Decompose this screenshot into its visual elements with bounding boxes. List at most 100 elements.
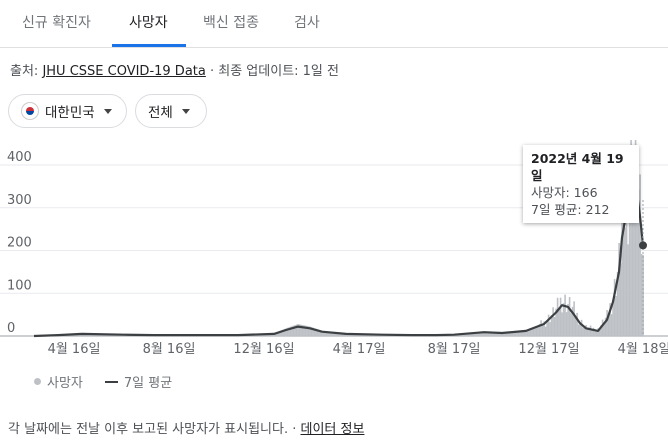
bar-mark — [600, 325, 602, 336]
bar-mark — [492, 332, 494, 336]
bar-mark — [289, 326, 292, 336]
bar-mark — [606, 310, 608, 336]
x-tick-label: 8월 16일 — [143, 342, 196, 357]
bar-mark — [633, 169, 635, 336]
bar-mark — [624, 227, 626, 336]
bar-mark — [295, 324, 298, 336]
bar-mark — [525, 330, 527, 336]
bar-mark — [285, 328, 287, 336]
x-tick-label: 4월 17일 — [333, 342, 386, 357]
bar-mark — [517, 330, 520, 336]
bar-mark — [592, 327, 595, 336]
bar-mark — [640, 254, 643, 336]
bar-mark — [550, 315, 553, 336]
legend-bars-label: 사망자 — [47, 376, 83, 391]
bar-mark — [586, 329, 589, 336]
bar-mark — [610, 314, 613, 336]
tab-tests[interactable]: 검사 — [294, 15, 320, 31]
bar-mark — [601, 319, 604, 336]
bar-mark — [642, 255, 644, 336]
tab-deaths[interactable]: 사망자 — [129, 15, 168, 31]
bar-mark — [316, 329, 319, 336]
bar-mark — [535, 326, 538, 336]
bar-mark — [609, 303, 611, 336]
y-tick-label: 0 — [7, 321, 15, 336]
footer-text: 각 날짜에는 전날 이후 보고된 사망자가 표시됩니다. — [8, 422, 289, 437]
bar-mark — [528, 328, 530, 336]
bar-mark — [319, 330, 322, 336]
bar-mark — [328, 331, 331, 336]
bar-mark — [607, 315, 610, 336]
dropdown-caret-icon — [181, 108, 190, 114]
bar-mark — [523, 330, 526, 336]
bar-mark — [537, 325, 539, 336]
bar-mark — [312, 327, 314, 336]
deaths-chart[interactable]: 0 100 200 300 400 4월 16일 8월 16일 12월 16일 4월 17일 8월… — [0, 140, 668, 365]
x-tick-label: 12월 17일 — [518, 342, 579, 357]
bar-mark — [544, 326, 547, 336]
bar-mark — [334, 332, 337, 336]
bar-mark — [516, 330, 518, 336]
data-info-link[interactable]: 데이터 정보 — [300, 422, 365, 437]
bar-mark — [301, 324, 304, 336]
bar-mark — [303, 325, 305, 336]
bar-mark — [315, 328, 317, 336]
bar-mark — [615, 295, 617, 336]
bar-mark — [279, 330, 281, 336]
bar-mark — [594, 331, 596, 336]
bar-mark — [511, 331, 514, 336]
bar-mark — [612, 300, 614, 336]
bar-mark — [508, 331, 511, 336]
y-tick-label: 200 — [7, 236, 32, 251]
bar-mark — [534, 326, 536, 336]
bar-mark — [568, 297, 571, 336]
scope-filter-chip[interactable]: 전체 — [135, 94, 207, 128]
bar-mark — [543, 321, 545, 336]
bar-mark — [538, 324, 541, 336]
bar-mark — [309, 326, 311, 336]
bar-mark — [472, 332, 475, 336]
bar-mark — [487, 331, 490, 336]
source-prefix: 출처: — [10, 64, 43, 79]
bar-mark — [286, 327, 289, 336]
bar-mark — [577, 324, 580, 336]
bar-mark — [529, 328, 532, 336]
source-updated: · 최종 업데이트: 1일 전 — [205, 64, 339, 79]
bar-mark — [564, 294, 566, 336]
x-tick-label: 8월 17일 — [428, 342, 481, 357]
bar-mark — [307, 326, 310, 336]
bar-mark — [567, 303, 569, 336]
bar-mark — [513, 331, 515, 336]
bar-mark — [555, 308, 557, 336]
legend-line-swatch — [104, 380, 118, 383]
bar-mark — [493, 332, 496, 336]
bar-mark — [559, 297, 562, 336]
bar-mark — [481, 331, 484, 336]
y-tick-label: 400 — [7, 150, 32, 165]
bar-mark — [613, 279, 616, 336]
tab-vaccination[interactable]: 백신 접종 — [203, 15, 259, 31]
average-line — [33, 181, 645, 338]
bar-mark — [604, 317, 607, 336]
footer-separator: · — [288, 422, 301, 437]
bar-mark — [540, 320, 542, 336]
bar-mark — [325, 331, 328, 336]
bar-mark — [585, 325, 587, 336]
legend-line-label: 7일 평균 — [123, 376, 173, 391]
hover-point — [639, 241, 647, 250]
bar-mark — [553, 317, 556, 336]
bar-mark — [490, 332, 493, 336]
y-tick-label: 100 — [7, 278, 32, 293]
bar-mark — [484, 331, 487, 336]
region-filter-chip[interactable]: 대한민국 — [8, 94, 127, 128]
bar-mark — [589, 325, 592, 336]
tab-new-cases[interactable]: 신규 확진자 — [22, 15, 91, 31]
legend-bar-swatch — [34, 378, 41, 385]
footer-note: 각 날짜에는 전날 이후 보고된 사망자가 표시됩니다. · 데이터 정보 — [8, 418, 364, 437]
bar-mark — [496, 332, 499, 336]
bar-mark — [486, 331, 488, 336]
source-link[interactable]: JHU CSSE COVID-19 Data — [42, 64, 206, 79]
bar-mark — [621, 217, 623, 336]
bar-mark — [531, 327, 533, 336]
region-filter-label: 대한민국 — [45, 105, 95, 121]
